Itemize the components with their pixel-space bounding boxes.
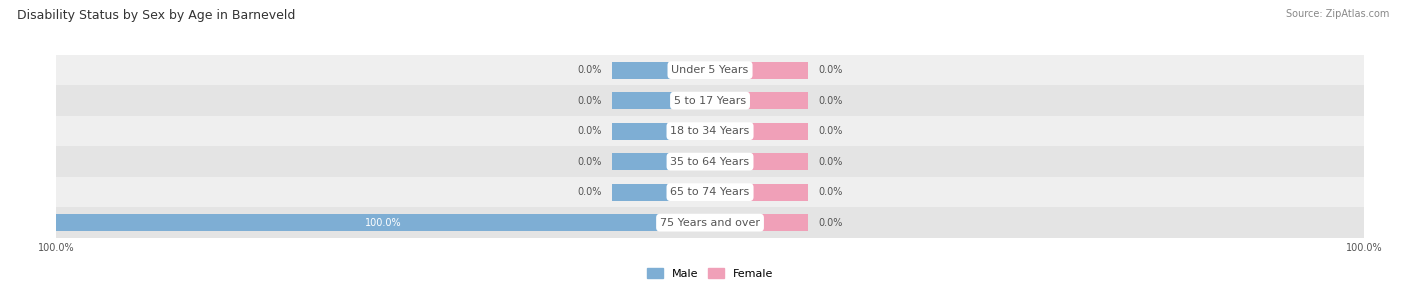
Bar <box>710 92 808 109</box>
Text: 75 Years and over: 75 Years and over <box>659 218 761 228</box>
Text: 0.0%: 0.0% <box>578 126 602 136</box>
Text: 0.0%: 0.0% <box>818 187 842 197</box>
Bar <box>56 214 710 231</box>
Bar <box>56 146 1364 177</box>
Text: 0.0%: 0.0% <box>818 65 842 75</box>
Bar <box>612 184 710 201</box>
Bar <box>56 207 1364 238</box>
Text: 0.0%: 0.0% <box>818 126 842 136</box>
Bar <box>56 85 1364 116</box>
Text: 18 to 34 Years: 18 to 34 Years <box>671 126 749 136</box>
Text: 65 to 74 Years: 65 to 74 Years <box>671 187 749 197</box>
Bar <box>56 177 1364 207</box>
Bar <box>612 62 710 79</box>
Text: 0.0%: 0.0% <box>818 157 842 167</box>
Bar <box>612 123 710 140</box>
Text: 0.0%: 0.0% <box>578 65 602 75</box>
Bar <box>710 214 808 231</box>
Text: Source: ZipAtlas.com: Source: ZipAtlas.com <box>1285 9 1389 19</box>
Legend: Male, Female: Male, Female <box>643 264 778 284</box>
Text: 0.0%: 0.0% <box>818 218 842 228</box>
Bar <box>56 55 1364 85</box>
Bar <box>710 123 808 140</box>
Text: 5 to 17 Years: 5 to 17 Years <box>673 96 747 106</box>
Bar <box>612 153 710 170</box>
Bar <box>710 153 808 170</box>
Text: Under 5 Years: Under 5 Years <box>672 65 748 75</box>
Bar <box>612 92 710 109</box>
Text: 100.0%: 100.0% <box>364 218 402 228</box>
Text: 0.0%: 0.0% <box>818 96 842 106</box>
Bar <box>56 116 1364 146</box>
Text: 0.0%: 0.0% <box>578 187 602 197</box>
Bar <box>710 184 808 201</box>
Text: 0.0%: 0.0% <box>578 96 602 106</box>
Bar <box>710 62 808 79</box>
Text: 35 to 64 Years: 35 to 64 Years <box>671 157 749 167</box>
Text: Disability Status by Sex by Age in Barneveld: Disability Status by Sex by Age in Barne… <box>17 9 295 22</box>
Text: 0.0%: 0.0% <box>578 157 602 167</box>
